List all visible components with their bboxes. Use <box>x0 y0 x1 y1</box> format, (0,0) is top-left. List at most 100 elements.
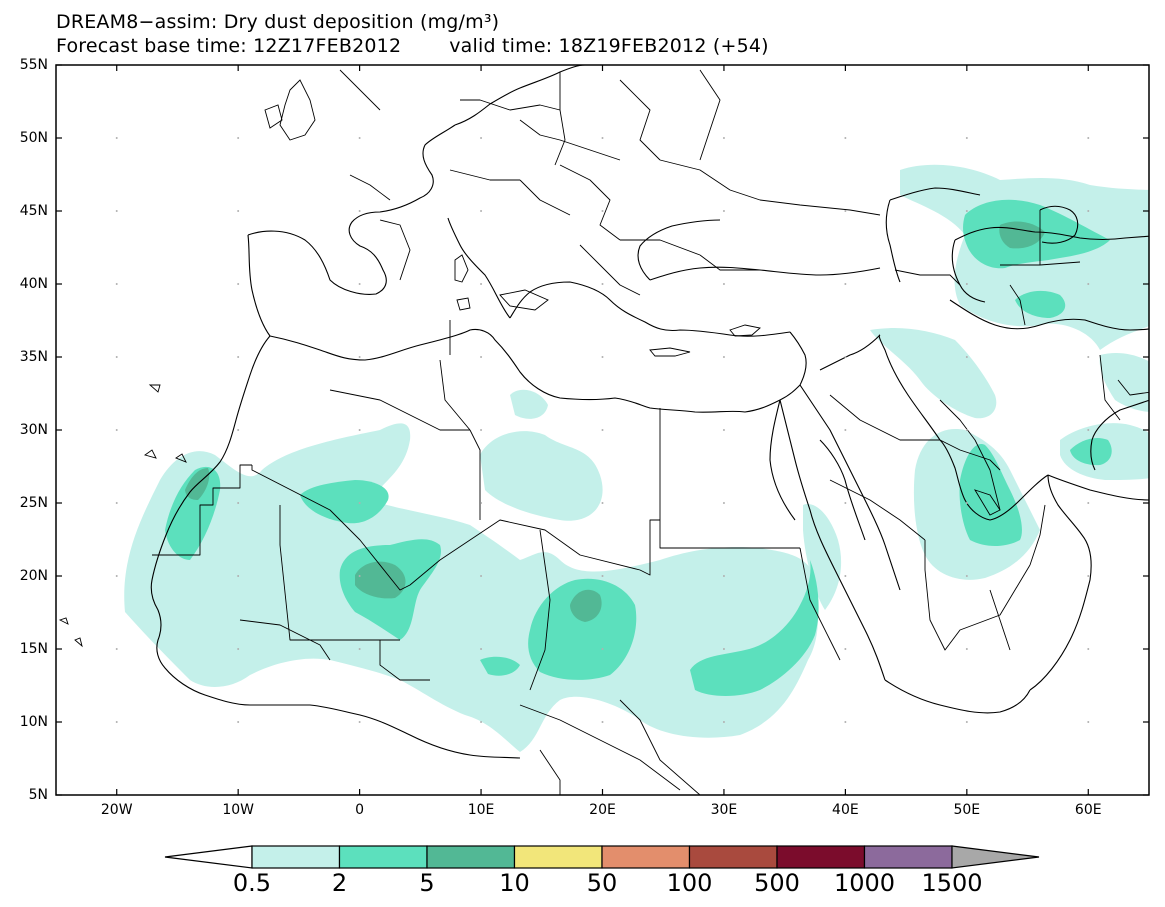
grid-dot <box>965 283 968 285</box>
lat-label: 25N <box>19 495 48 511</box>
grid-dot <box>115 575 118 577</box>
grid-dot <box>480 137 483 139</box>
grid-dot <box>480 429 483 431</box>
grid-dot <box>1087 356 1090 358</box>
grid-dot <box>480 502 483 504</box>
grid-dot <box>1087 648 1090 650</box>
grid-dot <box>844 356 847 358</box>
map-title: DREAM8−assim: Dry dust deposition (mg/m³… <box>56 11 500 33</box>
grid-dot <box>601 429 604 431</box>
lat-label: 35N <box>19 349 48 365</box>
base-time: Forecast base time: 12Z17FEB2012 <box>56 35 402 57</box>
grid-dot <box>722 575 725 577</box>
grid-dot <box>358 283 361 285</box>
grid-dot <box>237 137 240 139</box>
grid-dot <box>601 210 604 212</box>
grid-dot <box>237 721 240 723</box>
grid-dot <box>1087 137 1090 139</box>
lat-label: 45N <box>19 203 48 219</box>
grid-dot <box>844 721 847 723</box>
grid-dot <box>480 648 483 650</box>
grid-dot <box>601 648 604 650</box>
grid-dot <box>358 210 361 212</box>
grid-dot <box>115 283 118 285</box>
colorbar-label: 10 <box>499 869 530 897</box>
grid-dot <box>115 137 118 139</box>
grid-dot <box>1087 283 1090 285</box>
colorbar-swatch <box>251 845 341 869</box>
lon-label: 50E <box>953 802 981 818</box>
grid-dot <box>115 210 118 212</box>
grid-dot <box>722 721 725 723</box>
lon-label: 0 <box>355 802 365 818</box>
grid-dot <box>237 356 240 358</box>
colorbar-swatch <box>513 845 603 869</box>
grid-dot <box>601 575 604 577</box>
grid-dot <box>237 575 240 577</box>
grid-dot <box>965 575 968 577</box>
grid-dot <box>844 502 847 504</box>
grid-dot <box>1087 210 1090 212</box>
grid-dot <box>844 210 847 212</box>
colorbar-label: 100 <box>666 869 713 897</box>
grid-dot <box>844 648 847 650</box>
grid-dot <box>237 429 240 431</box>
grid-dot <box>965 356 968 358</box>
grid-dot <box>115 429 118 431</box>
grid-dot <box>965 648 968 650</box>
grid-dot <box>722 356 725 358</box>
grid-dot <box>722 648 725 650</box>
grid-dot <box>844 137 847 139</box>
colorbar-label: 2 <box>331 869 348 897</box>
colorbar-swatch <box>863 845 953 869</box>
grid-dot <box>358 356 361 358</box>
lat-label: 20N <box>19 568 48 584</box>
grid-dot <box>722 283 725 285</box>
colorbar-label: 1000 <box>833 869 896 897</box>
colorbar <box>164 845 1040 869</box>
grid-dot <box>358 575 361 577</box>
lon-label: 20E <box>589 802 616 818</box>
lon-label: 30E <box>710 802 738 818</box>
colorbar-label: 50 <box>586 869 618 897</box>
colorbar-swatch <box>688 845 778 869</box>
grid-dot <box>1087 502 1090 504</box>
grid-dots <box>115 137 1090 723</box>
grid-dot <box>237 210 240 212</box>
colorbar-low-arrow <box>164 845 253 869</box>
colorbar-label: 500 <box>754 869 800 897</box>
dust-level-2 <box>165 199 1112 696</box>
grid-dot <box>601 721 604 723</box>
grid-dot <box>965 137 968 139</box>
grid-dot <box>601 137 604 139</box>
lon-label: 10E <box>467 802 495 818</box>
grid-dot <box>965 721 968 723</box>
grid-dot <box>115 502 118 504</box>
grid-dot <box>237 648 240 650</box>
grid-dot <box>965 210 968 212</box>
islands <box>58 79 1001 648</box>
colorbar-swatch <box>776 845 866 869</box>
grid-dot <box>480 283 483 285</box>
map-subtitle: Forecast base time: 12Z17FEB2012 valid ti… <box>56 35 769 57</box>
grid-dot <box>722 210 725 212</box>
grid-dot <box>115 721 118 723</box>
lat-label: 15N <box>19 641 48 657</box>
grid-dot <box>480 210 483 212</box>
colorbar-swatch <box>601 845 691 869</box>
grid-dot <box>844 283 847 285</box>
grid-dot <box>480 575 483 577</box>
lat-label: 40N <box>19 276 48 292</box>
lat-label: 50N <box>19 130 48 146</box>
grid-dot <box>601 283 604 285</box>
grid-dot <box>844 429 847 431</box>
lon-label: 40E <box>832 802 859 818</box>
coastlines <box>150 65 1149 759</box>
valid-time: valid time: 18Z19FEB2012 (+54) <box>449 35 769 57</box>
grid-dot <box>1087 429 1090 431</box>
lon-label: 10W <box>222 802 254 818</box>
grid-dot <box>722 137 725 139</box>
grid-dot <box>115 356 118 358</box>
lon-label: 20W <box>100 802 133 818</box>
